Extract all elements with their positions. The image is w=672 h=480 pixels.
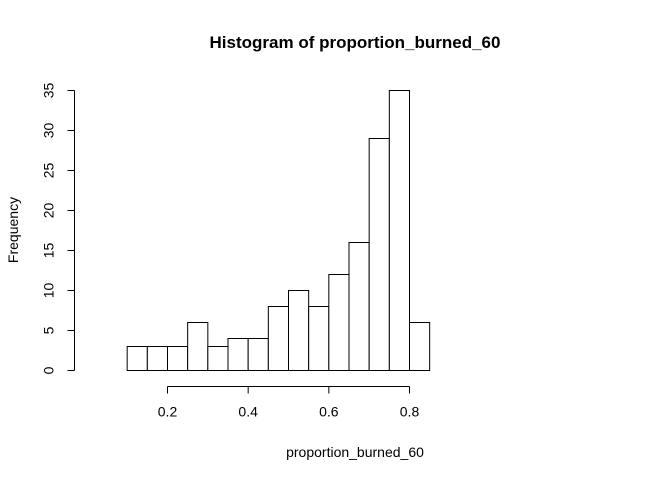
y-tick-label: 35 [41,83,57,99]
y-axis: 0 5 10 15 20 25 30 35 [41,83,75,374]
histogram-bar [227,338,249,371]
y-tick-label: 10 [41,283,57,299]
y-tick-label: 30 [41,123,57,139]
histogram-bar [167,346,189,371]
histogram-bar [288,290,310,371]
histogram-bar [187,322,209,371]
x-tick-label: 0.8 [400,404,420,420]
x-axis-label: proportion_burned_60 [286,444,424,460]
y-tick-label: 5 [41,326,57,334]
y-tick-label: 20 [41,203,57,219]
x-tick-label: 0.2 [158,404,178,420]
histogram-bar [388,90,411,371]
histogram-bar [348,242,370,371]
y-axis-label: Frequency [5,197,21,263]
y-tick-label: 15 [41,243,57,259]
histogram-bar [267,306,290,371]
y-tick-label: 25 [41,163,57,179]
histogram-bar [328,274,350,371]
histogram-bar [247,338,269,371]
histogram-bar [146,346,168,371]
histogram-bar [308,306,330,371]
bars-group [126,90,431,371]
x-tick-label: 0.6 [319,404,339,420]
histogram-bar [207,346,229,371]
y-tick-label: 0 [41,366,57,374]
chart-title: Histogram of proportion_burned_60 [210,33,501,52]
histogram-bar [126,346,148,371]
x-tick-label: 0.4 [238,404,258,420]
histogram-bar [409,322,431,371]
x-axis: 0.2 0.4 0.6 0.8 [158,386,420,420]
histogram-bar [368,138,390,371]
